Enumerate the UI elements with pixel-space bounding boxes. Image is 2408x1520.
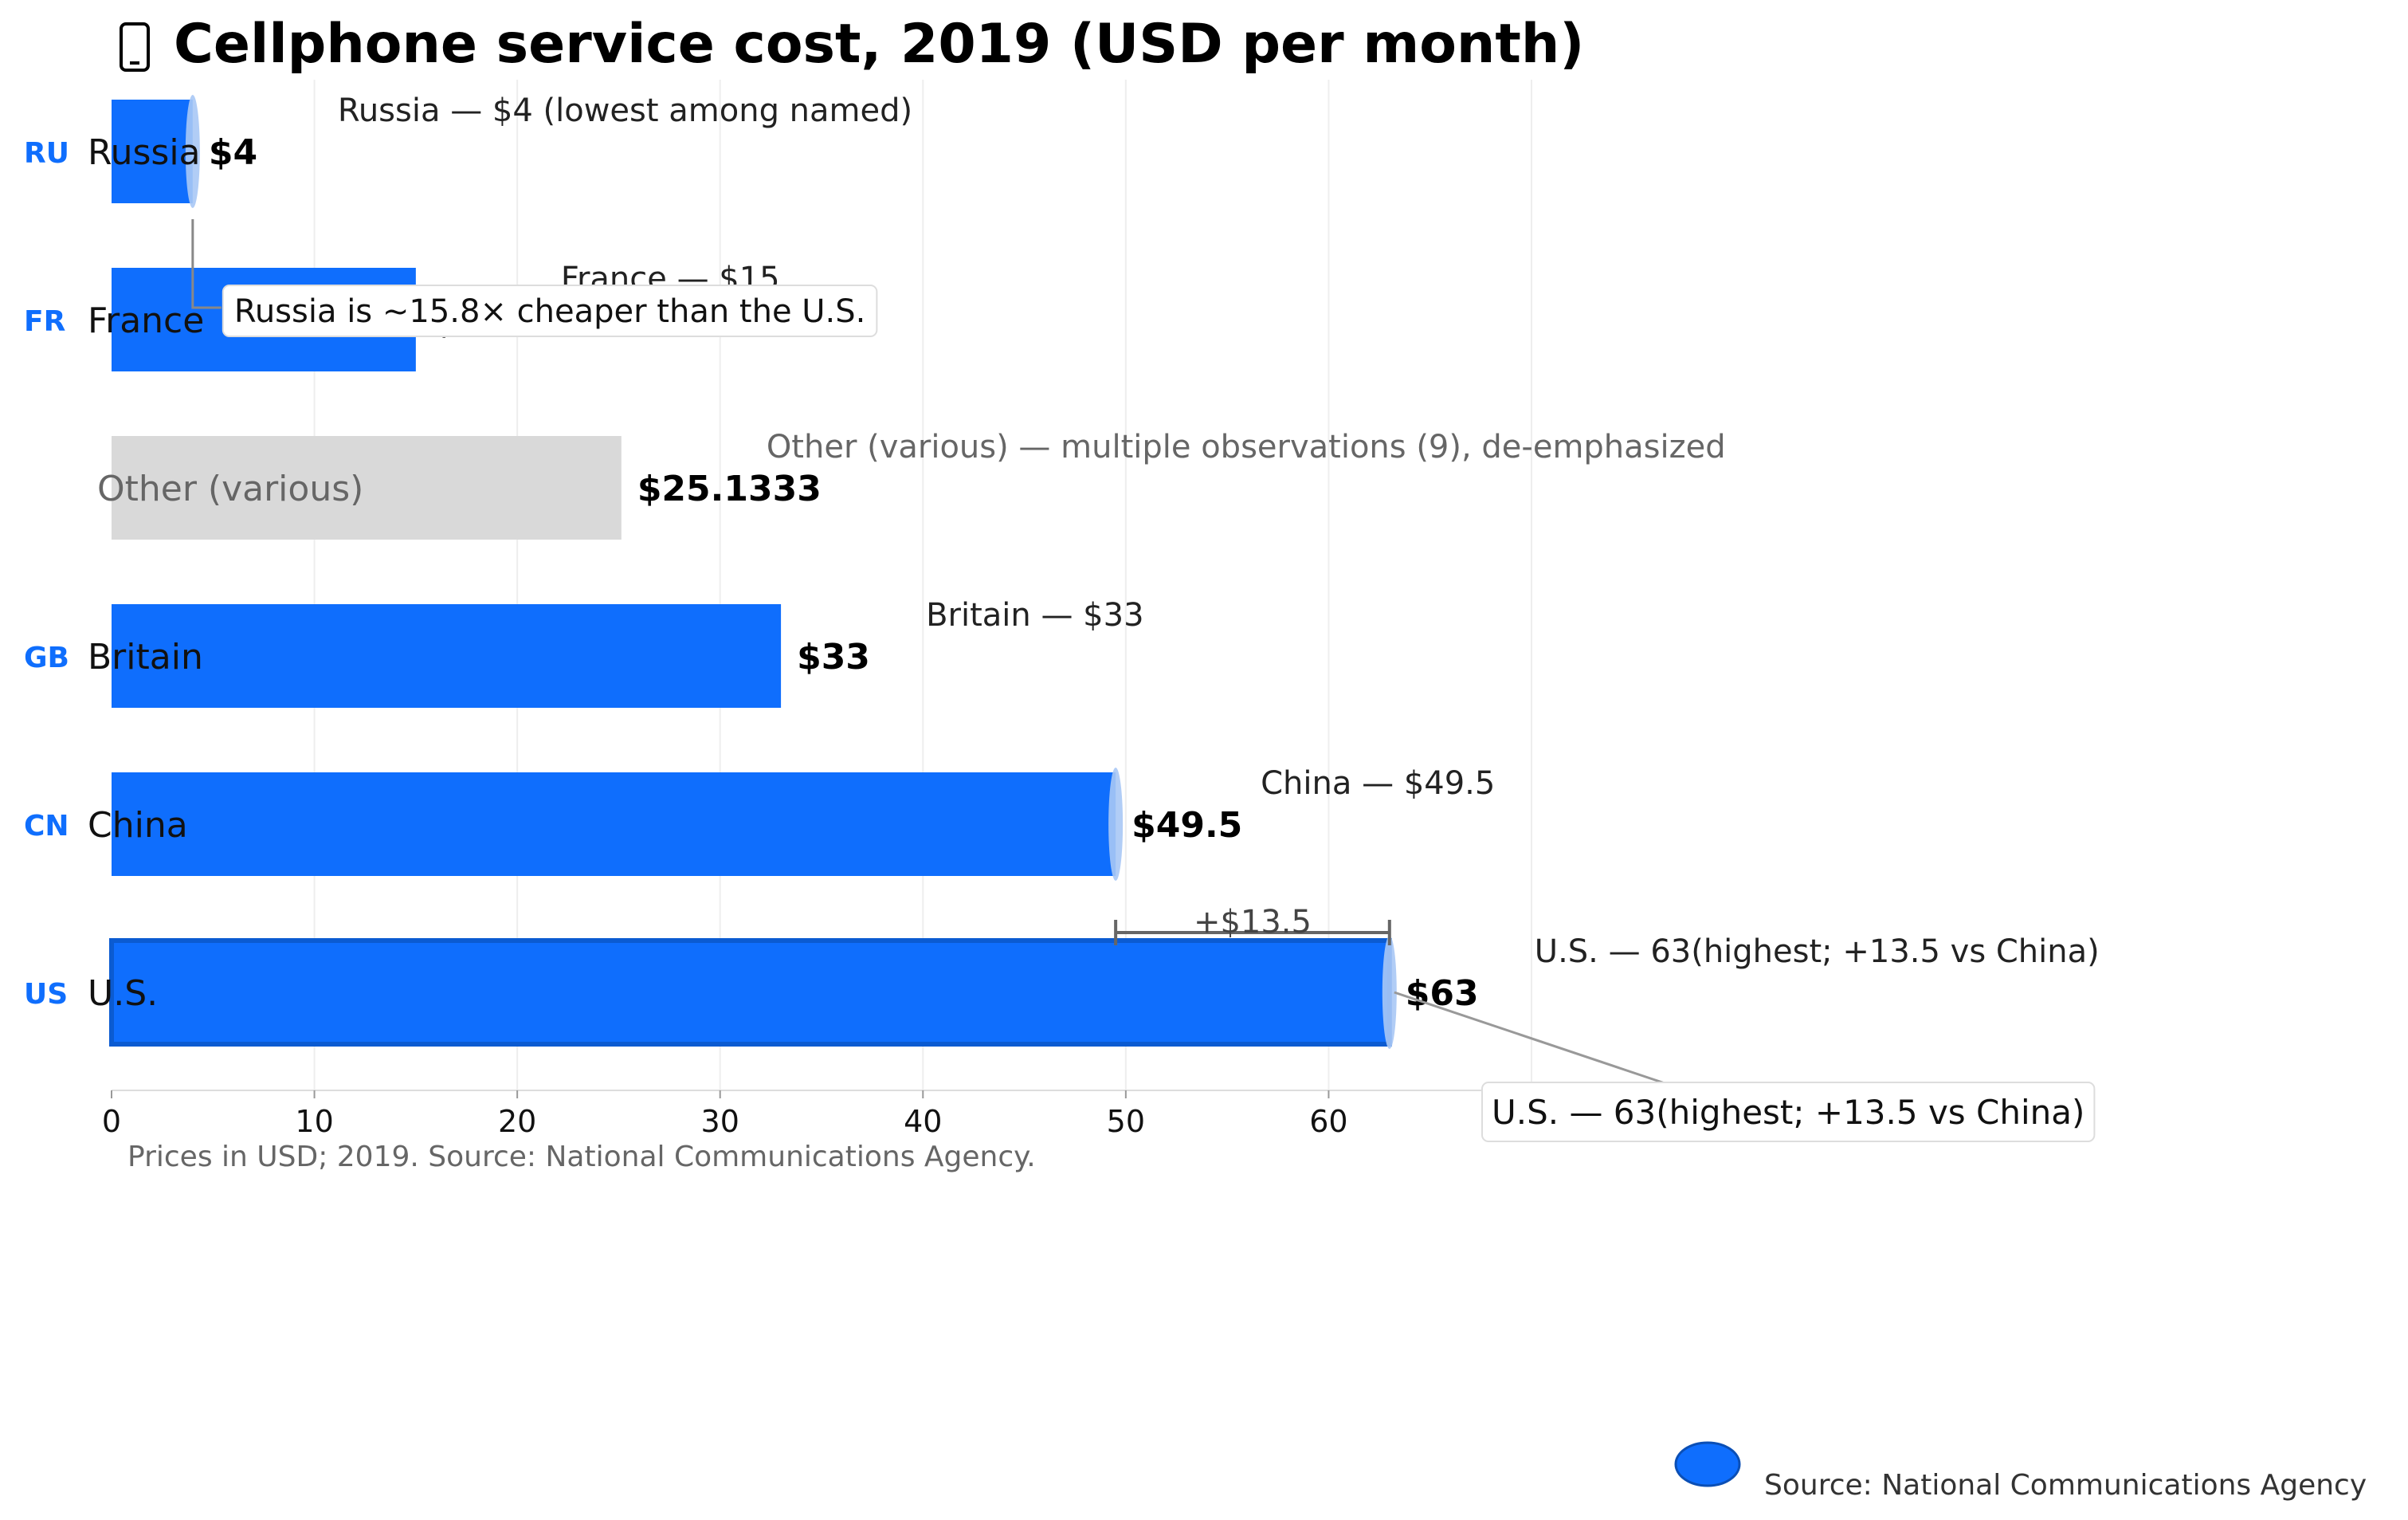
annotation-britain: Britain — $33 <box>926 597 1143 634</box>
bar-labels: RU Russia $4 Russia — $4 (lowest among name… <box>24 92 2100 1014</box>
value-label-u-s: $63 <box>1406 973 1479 1014</box>
chart-title: Cellphone service cost, 2019 (USD per mo… <box>120 13 1584 76</box>
x-tick-label-10: 10 <box>295 1104 333 1139</box>
caption: Prices in USD; 2019. Source: National Co… <box>127 1141 1036 1173</box>
annotation-u-s: U.S. — 63(highest; +13.5 vs China) <box>1535 933 2100 970</box>
category-label-russia: Russia <box>88 132 201 173</box>
bar-end-highlight-u-s <box>1382 936 1397 1049</box>
country-code-france: FR <box>24 305 65 338</box>
us-callout-connector <box>1394 991 1682 1090</box>
bar-other-various <box>112 436 622 540</box>
bar-end-highlight-russia <box>185 95 200 208</box>
country-code-russia: RU <box>24 137 69 170</box>
grid-lines <box>313 80 1532 1090</box>
russia-callout-text: Russia is ~15.8× cheaper than the U.S. <box>234 293 866 330</box>
x-tick-label-60: 60 <box>1309 1104 1347 1139</box>
category-label-other-various: Other (various) <box>97 469 363 509</box>
category-label-china: China <box>88 805 188 846</box>
bar-end-highlight-china <box>1108 768 1124 881</box>
phone-icon <box>120 22 150 72</box>
us-callout-text: U.S. — 63(highest; +13.5 vs China) <box>1492 1093 2084 1132</box>
callouts: +$13.5 Russia is ~15.8× cheaper than the … <box>191 219 2096 1142</box>
title-text: Cellphone service cost, 2019 (USD per mo… <box>174 13 1584 76</box>
bar-britain <box>112 604 782 708</box>
x-tick-label-40: 40 <box>904 1104 942 1139</box>
x-tick-label-30: 30 <box>701 1104 739 1139</box>
x-axis: 010203040506070 <box>102 1090 1551 1139</box>
annotation-other-various: Other (various) — multiple observations … <box>767 429 1726 465</box>
value-label-britain: $33 <box>797 637 870 678</box>
legend-label: Source: National Communications Agency <box>1764 1469 2367 1502</box>
us-callout-box <box>1481 1082 2096 1142</box>
bar-china <box>112 772 1116 876</box>
category-label-u-s: U.S. <box>88 973 158 1014</box>
value-label-other-various: $25.1333 <box>637 469 822 509</box>
country-code-u-s: US <box>24 978 68 1011</box>
russia-callout-box <box>222 285 878 337</box>
russia-callout-connector <box>191 219 222 309</box>
bar-u-s <box>109 938 1392 1047</box>
category-label-france: France <box>88 300 204 341</box>
country-code-china: CN <box>24 810 69 842</box>
annotation-china: China — $49.5 <box>1261 765 1495 802</box>
difference-label: +$13.5 <box>1194 904 1312 941</box>
value-label-russia: $4 <box>209 132 257 173</box>
legend-swatch <box>1674 1441 1741 1487</box>
legend: Source: National Communications Agency <box>1674 1441 2367 1502</box>
annotation-russia: Russia — $4 (lowest among named) <box>338 92 912 129</box>
x-tick-label-20: 20 <box>498 1104 536 1139</box>
country-code-britain: GB <box>24 642 69 674</box>
x-tick-label-0: 0 <box>102 1104 121 1139</box>
value-label-china: $49.5 <box>1131 805 1242 846</box>
bar-russia <box>112 100 193 203</box>
category-label-britain: Britain <box>88 637 203 678</box>
x-tick-label-50: 50 <box>1107 1104 1145 1139</box>
